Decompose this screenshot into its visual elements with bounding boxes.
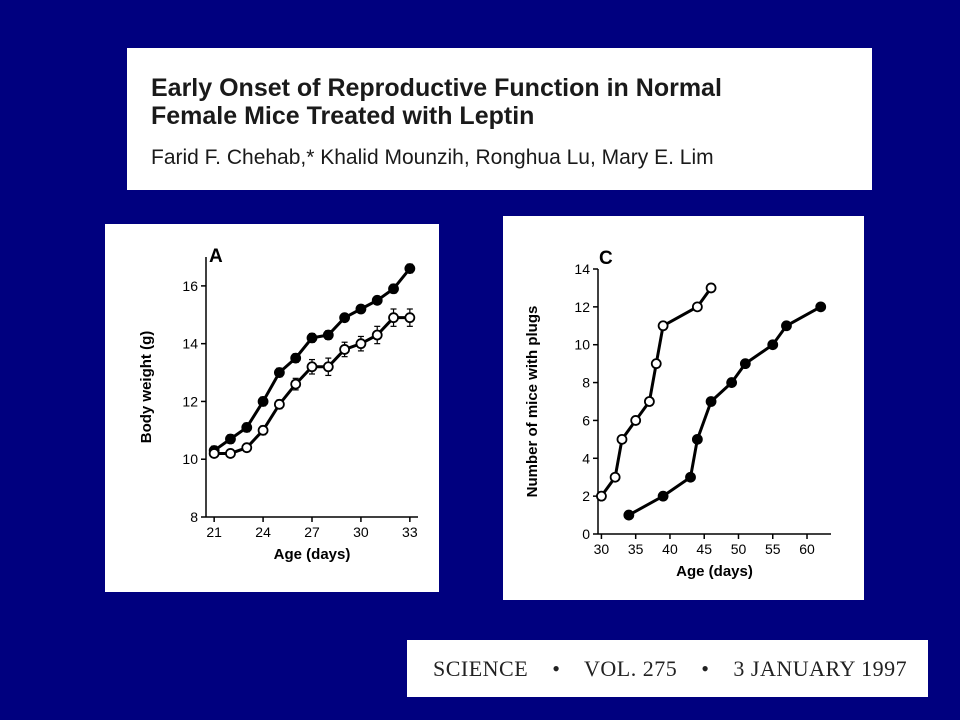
chart-c-series-2-point <box>781 320 792 332</box>
chart-c-series-1-point <box>705 282 717 294</box>
chart-c-x-tick-label: 35 <box>628 541 644 557</box>
journal-volume: VOL. 275 <box>584 656 678 681</box>
title-line-1: Early Onset of Reproductive Function in … <box>151 74 722 102</box>
chart-a-series-1-point <box>273 367 285 378</box>
chart-c-y-tick-label: 2 <box>582 488 590 504</box>
chart-a-series-2-point <box>241 442 253 454</box>
chart-c-x-axis-title: Age (days) <box>676 563 753 580</box>
chart-c-x-tick-label: 60 <box>799 541 815 557</box>
chart-c-series-2-point <box>815 301 827 313</box>
chart-a-series-2-point <box>208 448 220 459</box>
chart-c-series-1-point <box>616 433 628 445</box>
chart-c-x-tick-label: 40 <box>662 541 678 557</box>
title-line-2: Female Mice Treated with Leptin <box>151 102 535 130</box>
journal-name: SCIENCE <box>433 656 529 681</box>
chart-c-series-2-point <box>657 490 669 502</box>
chart-c-y-tick-label: 8 <box>582 375 590 391</box>
chart-c-series-1-point <box>596 490 607 502</box>
chart-a-series-2-point <box>257 424 269 436</box>
chart-c-series-1-point <box>643 396 655 407</box>
chart-a-series-2-point <box>290 378 302 390</box>
chart-c-y-tick-label: 12 <box>574 299 590 315</box>
chart-c-series-1-point <box>609 471 621 483</box>
chart-c-x-tick-label: 55 <box>765 541 781 557</box>
chart-c-series-2-point <box>623 509 635 521</box>
article-header: Early Onset of Reproductive Function in … <box>127 48 872 190</box>
chart-c-series-2-line <box>628 305 822 517</box>
chart-a-y-tick-label: 8 <box>190 509 198 525</box>
chart-a-series-1-point <box>290 352 302 364</box>
chart-a-x-tick-label: 21 <box>206 524 222 540</box>
chart-c-series-2-point <box>691 433 703 445</box>
citation-separator-2: • <box>701 656 710 681</box>
chart-a-y-tick-label: 14 <box>182 336 198 352</box>
chart-a-series-1-point <box>339 312 351 324</box>
chart-a-y-axis-title: Body weight (g) <box>138 331 155 444</box>
chart-c-y-tick-label: 6 <box>582 412 590 428</box>
chart-a-series-2-point <box>404 312 416 324</box>
chart-c-x-tick-label: 30 <box>594 541 610 557</box>
chart-a-x-axis-title: Age (days) <box>274 546 351 563</box>
chart-a-series-2-point <box>355 338 367 350</box>
chart-a-series-1-point <box>404 263 416 274</box>
journal-citation: SCIENCE • VOL. 275 • 3 JANUARY 1997 <box>407 640 928 697</box>
chart-a-series-2-point <box>388 312 399 324</box>
chart-a-y-tick-label: 10 <box>182 451 198 467</box>
chart-panel-a: 8 10 12 14 16 21 24 27 30 33 Age (days) Body weight… <box>105 224 439 592</box>
chart-c-x-tick-label: 45 <box>696 541 712 557</box>
chart-panel-c: 0 2 4 6 8 10 12 14 30 35 40 45 50 55 60 Age (days) Numbe… <box>503 216 864 600</box>
chart-a-y-tick-label: 16 <box>182 278 198 294</box>
chart-a-series-1-point <box>225 433 236 445</box>
author-list: Farid F. Chehab,* Khalid Mounzih, Ronghu… <box>151 146 714 169</box>
chart-c-series-1-line <box>600 287 713 498</box>
chart-c-series-1-point <box>657 320 669 332</box>
chart-a-x-tick-label: 30 <box>353 524 369 540</box>
body-weight-chart: 8 10 12 14 16 21 24 27 30 33 Age (days) Body weight… <box>138 246 418 563</box>
journal-date: 3 JANUARY 1997 <box>733 656 908 681</box>
chart-c-panel-label: C <box>599 248 613 269</box>
chart-a-series-2-point <box>371 329 383 341</box>
chart-a-series-2-point <box>225 448 236 459</box>
chart-c-x-tick-label: 50 <box>731 541 747 557</box>
chart-a-series-1-point <box>241 422 253 433</box>
chart-a-x-tick-label: 33 <box>402 524 418 540</box>
chart-c-series-2-point <box>739 358 751 370</box>
chart-a-series-2-point <box>339 344 351 355</box>
chart-c-series-2-point <box>705 396 717 407</box>
chart-c-series-1-point <box>691 301 703 313</box>
chart-a-series-1-point <box>306 332 318 344</box>
chart-a-x-tick-label: 27 <box>304 524 320 540</box>
chart-a-y-tick-label: 12 <box>182 393 198 409</box>
chart-a-series-2-point <box>306 361 318 373</box>
chart-a-series-2-point <box>273 398 285 410</box>
chart-c-y-tick-label: 14 <box>574 261 590 277</box>
chart-c-series-2-point <box>767 339 779 351</box>
chart-a-series-1-point <box>322 329 334 341</box>
chart-a-series-1-point <box>355 303 367 315</box>
chart-a-series-1-point <box>371 294 383 306</box>
plugs-chart: 0 2 4 6 8 10 12 14 30 35 40 45 50 55 60 Age (days) Numbe… <box>524 248 831 580</box>
chart-c-series-2-point <box>726 377 738 388</box>
chart-a-series-1-point <box>257 396 269 407</box>
chart-c-y-tick-label: 10 <box>574 337 590 353</box>
chart-a-series-1-point <box>388 283 399 295</box>
chart-c-series-1-point <box>650 358 662 370</box>
citation-separator-1: • <box>552 656 561 681</box>
chart-c-y-axis-title: Number of mice with plugs <box>524 306 541 498</box>
article-title: Early Onset of Reproductive Function in … <box>151 74 872 130</box>
chart-a-panel-label: A <box>209 246 223 267</box>
chart-c-y-tick-label: 0 <box>582 526 590 542</box>
chart-c-series-1-point <box>630 415 642 426</box>
chart-a-series-2-point <box>322 361 334 373</box>
chart-c-y-tick-label: 4 <box>582 450 590 466</box>
chart-c-series-2-point <box>685 471 696 483</box>
chart-a-x-tick-label: 24 <box>255 524 271 540</box>
